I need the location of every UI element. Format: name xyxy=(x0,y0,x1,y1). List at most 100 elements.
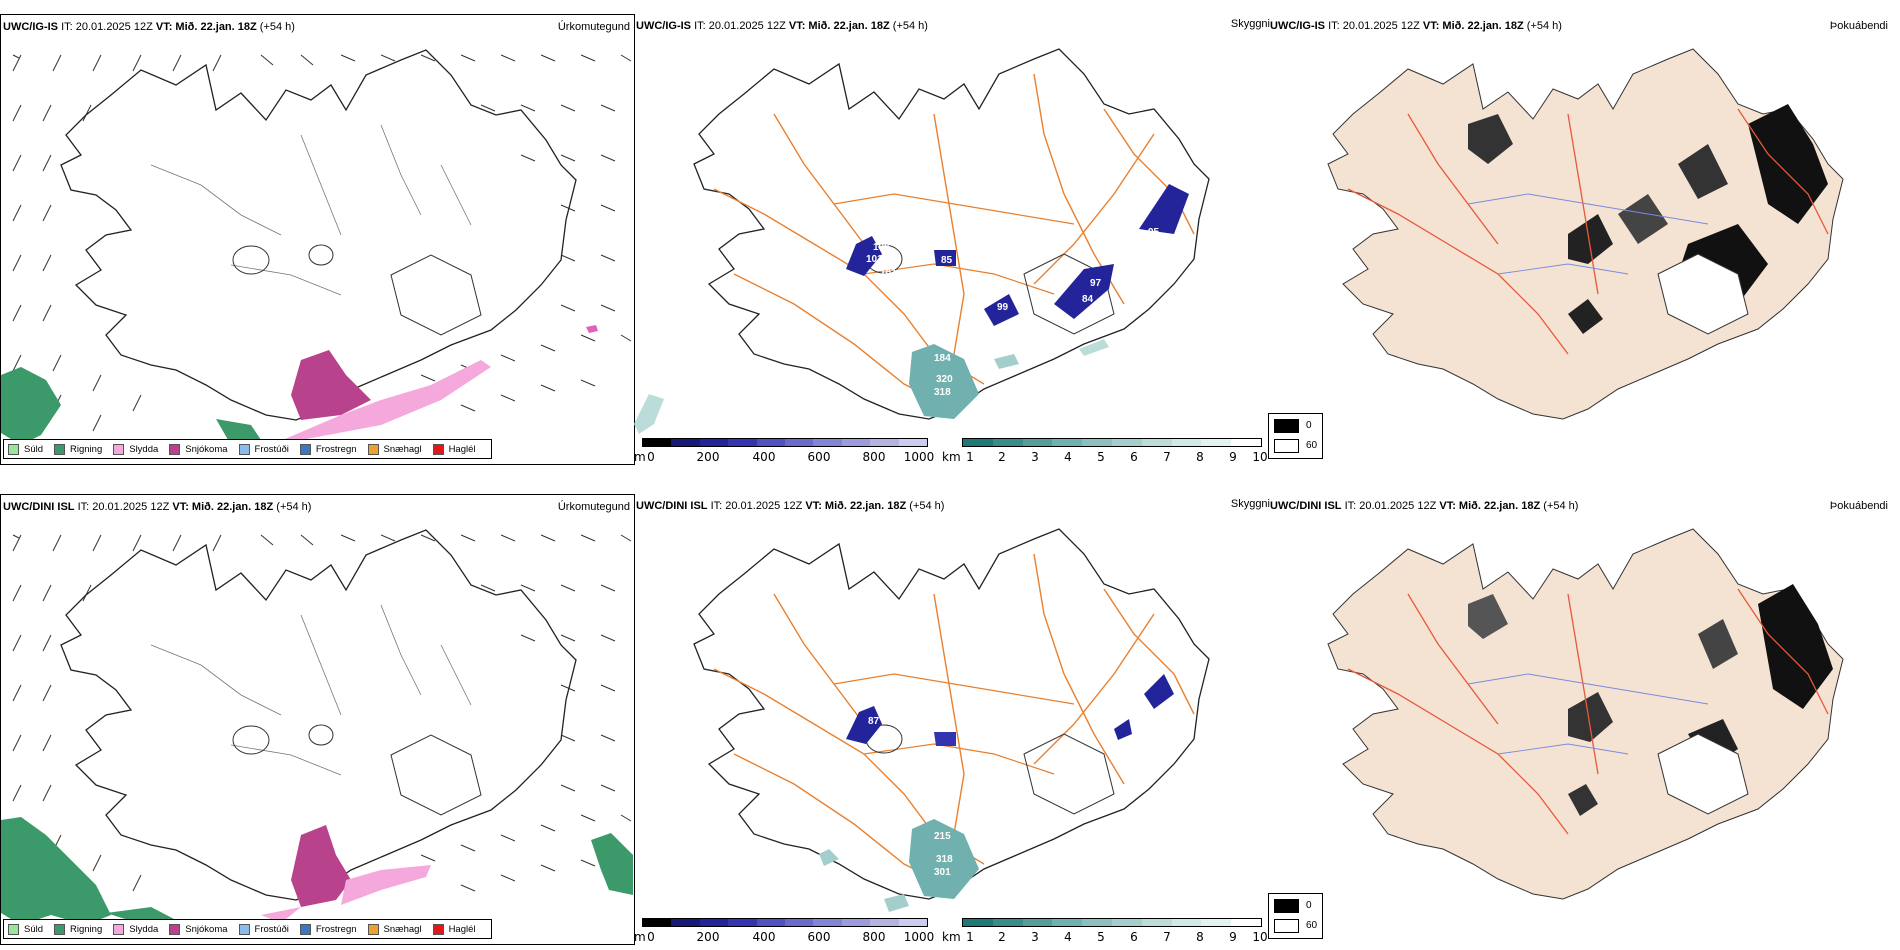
legend-item: Frostúði xyxy=(238,443,289,455)
precip-type-panel-top: UWC/IG-IS IT: 20.01.2025 12Z VT: Mið. 22… xyxy=(0,14,635,465)
color-step xyxy=(992,439,1023,446)
low-vis-area xyxy=(994,354,1019,369)
legend-swatch xyxy=(8,443,19,455)
fog-swatch-high xyxy=(1274,419,1299,433)
visibility-tick: 4 xyxy=(1064,930,1072,944)
fog-legend: 0 60 xyxy=(1268,893,1323,939)
altitude-tick: 200 xyxy=(696,930,720,944)
visibility-tick: 6 xyxy=(1130,450,1138,464)
color-step xyxy=(728,919,757,926)
altitude-tick: 800 xyxy=(862,450,886,464)
fog-label-low: 60 xyxy=(1306,440,1318,451)
color-step xyxy=(841,919,871,926)
color-step xyxy=(963,919,993,926)
legend-item: Slydda xyxy=(113,443,158,455)
visibility-tick: 10 xyxy=(1252,930,1268,944)
legend-swatch xyxy=(8,923,19,935)
visibility-tick: 6 xyxy=(1130,930,1138,944)
rain-area-se xyxy=(591,833,633,895)
snow-depth-label: 318 xyxy=(936,854,953,865)
legend-swatch xyxy=(299,443,311,455)
lead-time: (+54 h) xyxy=(892,20,928,32)
legend-swatch xyxy=(113,443,125,455)
lead-time: (+54 h) xyxy=(259,21,295,33)
color-step xyxy=(671,439,700,446)
color-step xyxy=(699,919,729,926)
valid-time: VT: Mið. 22.jan. 18Z xyxy=(805,500,907,512)
altitude-tick: 1000 xyxy=(903,450,935,464)
legend-label: Snæhagl xyxy=(383,923,422,935)
snow-depth-label: 101 xyxy=(880,268,897,279)
legend-label: Haglél xyxy=(448,923,476,935)
fog-index-panel-bottom: UWC/DINI ISL IT: 20.01.2025 12Z VT: Mið.… xyxy=(1268,494,1900,945)
valid-time: VT: Mið. 22.jan. 18Z xyxy=(172,501,274,513)
color-step xyxy=(1231,919,1261,926)
init-time: IT: 20.01.2025 12Z xyxy=(77,501,170,513)
visibility-tick: 2 xyxy=(998,450,1006,464)
model-name: UWC/DINI ISL xyxy=(636,500,708,512)
color-step xyxy=(1111,919,1142,926)
altitude-unit: m xyxy=(634,930,646,944)
visibility-tick: 3 xyxy=(1031,930,1039,944)
legend-label: Haglél xyxy=(448,443,476,455)
color-step xyxy=(1111,439,1142,446)
color-step xyxy=(1201,439,1232,446)
snow-depth-label: 184 xyxy=(934,353,951,364)
visibility-tick: 7 xyxy=(1163,930,1171,944)
rain-area-sw xyxy=(1,367,61,445)
legend-swatch xyxy=(54,923,66,935)
legend-swatch xyxy=(367,443,379,455)
snow-depth-label: 108 xyxy=(873,242,890,253)
panel-title: Skyggni xyxy=(1230,498,1270,510)
legend-label: Súld xyxy=(24,443,44,455)
altitude-colorbar: m 0 200 400 600 800 1000 xyxy=(634,916,934,944)
legend-item: Frostregn xyxy=(299,443,357,455)
model-name: UWC/IG-IS xyxy=(636,20,691,32)
fog-index-panel-top: UWC/IG-IS IT: 20.01.2025 12Z VT: Mið. 22… xyxy=(1268,14,1900,465)
sleet-area xyxy=(271,360,491,445)
visibility-tick: 5 xyxy=(1097,450,1105,464)
init-time: IT: 20.01.2025 12Z xyxy=(1344,500,1437,512)
color-step xyxy=(1201,919,1232,926)
color-step xyxy=(671,919,700,926)
snow-depth-area xyxy=(1139,184,1189,234)
panel-header: UWC/IG-IS IT: 20.01.2025 12Z VT: Mið. 22… xyxy=(1270,20,1562,32)
snow-depth-area xyxy=(846,706,882,744)
rain-area-sw xyxy=(1,817,111,925)
legend-swatch xyxy=(432,923,444,935)
altitude-tick: 400 xyxy=(752,450,776,464)
color-step xyxy=(1082,919,1112,926)
legend-label: Frostregn xyxy=(315,923,357,935)
altitude-tick: 800 xyxy=(862,930,886,944)
color-step xyxy=(898,439,928,446)
altitude-tick: 600 xyxy=(807,450,831,464)
model-name: UWC/DINI ISL xyxy=(3,501,75,513)
altitude-colorbar: m 0 200 400 600 800 1000 xyxy=(634,436,934,464)
altitude-tick: 1000 xyxy=(903,930,935,944)
fog-legend: 0 60 xyxy=(1268,413,1323,459)
panel-header: UWC/IG-IS IT: 20.01.2025 12Z VT: Mið. 22… xyxy=(3,21,295,33)
sleet-area xyxy=(341,865,431,905)
legend-item: Slydda xyxy=(113,923,158,935)
snow-depth-label: 97 xyxy=(1090,278,1102,289)
lead-time: (+54 h) xyxy=(1526,20,1562,32)
snow-depth-area xyxy=(1054,264,1114,319)
legend-item: Frostregn xyxy=(299,923,357,935)
color-step xyxy=(1052,439,1083,446)
legend-item: Rigning xyxy=(54,443,102,455)
legend-swatch xyxy=(299,923,311,935)
snow-area xyxy=(291,825,351,907)
panel-title: Þokuábendi xyxy=(1829,500,1888,512)
visibility-panel-top: 108 101 101 85 99 97 95 84 184 320 318 U… xyxy=(634,14,1274,465)
rain-spot xyxy=(596,837,606,847)
precip-type-panel-bottom: UWC/DINI ISL IT: 20.01.2025 12Z VT: Mið.… xyxy=(0,494,635,945)
visibility-map: 108 101 101 85 99 97 95 84 184 320 318 xyxy=(634,14,1274,434)
legend-item: Snæhagl xyxy=(367,443,422,455)
legend-label: Súld xyxy=(24,923,44,935)
legend-swatch xyxy=(54,443,66,455)
fog-index-map xyxy=(1268,494,1900,945)
altitude-unit: m xyxy=(634,450,646,464)
sleet-spot xyxy=(586,325,598,333)
legend-item: Snjókoma xyxy=(169,923,228,935)
init-time: IT: 20.01.2025 12Z xyxy=(694,20,786,32)
